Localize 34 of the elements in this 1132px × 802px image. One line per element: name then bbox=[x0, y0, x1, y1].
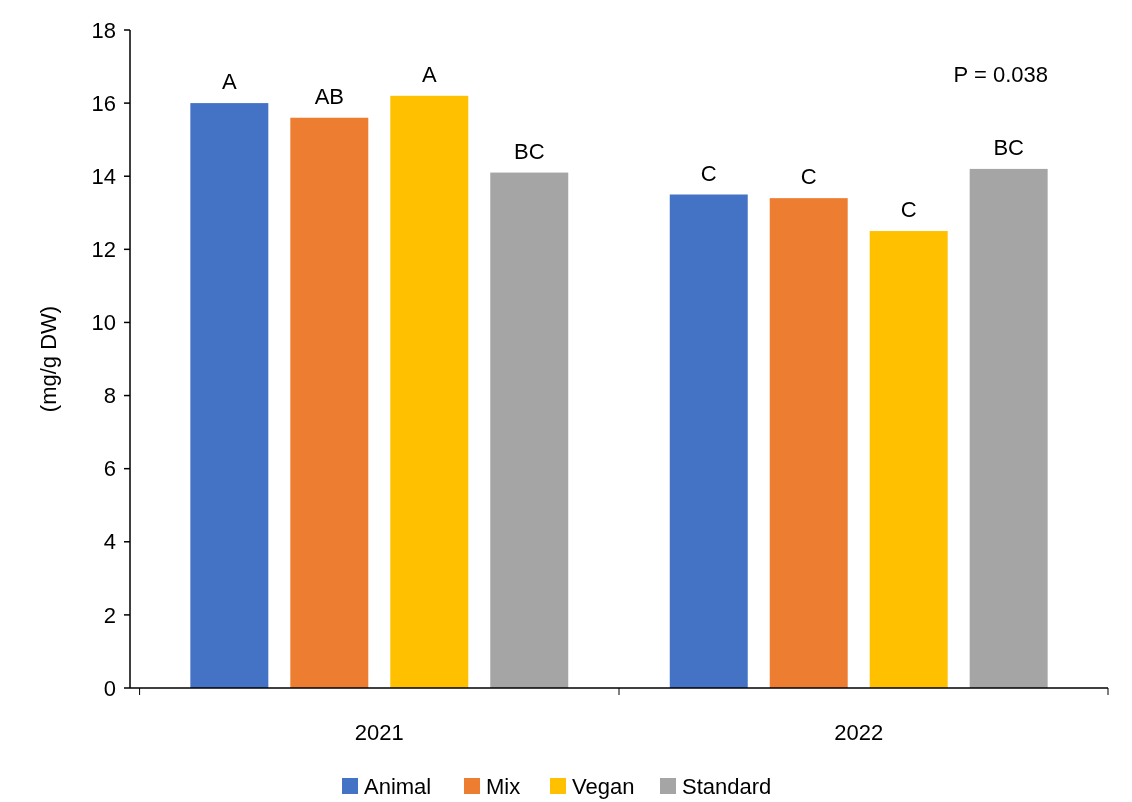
data-label: A bbox=[221, 69, 237, 95]
data-label: C bbox=[800, 164, 817, 190]
y-tick-label: 10 bbox=[91, 310, 116, 336]
bar bbox=[490, 172, 569, 688]
bar bbox=[869, 231, 948, 688]
y-tick-label: 12 bbox=[91, 237, 116, 263]
y-tick-label: 16 bbox=[91, 90, 116, 116]
bar bbox=[390, 95, 469, 688]
bar bbox=[769, 198, 848, 688]
annotation: P = 0.038 bbox=[953, 62, 1048, 87]
y-tick-label: 18 bbox=[91, 17, 116, 43]
bar bbox=[190, 103, 269, 688]
x-tick-label: 2022 bbox=[834, 720, 884, 745]
y-tick-label: 0 bbox=[103, 675, 116, 701]
data-label: AB bbox=[314, 83, 344, 109]
x-tick-label: 2021 bbox=[354, 720, 404, 745]
legend-label: Standard bbox=[682, 773, 772, 799]
y-axis-title: (mg/g DW) bbox=[36, 305, 61, 413]
legend-label: Animal bbox=[364, 773, 432, 799]
legend-label: Vegan bbox=[572, 773, 635, 799]
y-tick-label: 6 bbox=[103, 456, 116, 482]
data-label: BC bbox=[513, 138, 545, 164]
bar bbox=[290, 117, 369, 688]
y-tick-label: 2 bbox=[103, 602, 116, 628]
data-label: C bbox=[900, 197, 917, 223]
bar bbox=[669, 194, 748, 688]
data-label: C bbox=[700, 160, 717, 186]
legend-label: Mix bbox=[486, 773, 521, 799]
y-tick-label: 14 bbox=[91, 163, 116, 189]
data-label: A bbox=[421, 61, 437, 87]
data-label: BC bbox=[993, 134, 1025, 160]
bar bbox=[969, 168, 1048, 688]
y-tick-label: 4 bbox=[103, 529, 116, 555]
y-tick-label: 8 bbox=[103, 383, 116, 409]
